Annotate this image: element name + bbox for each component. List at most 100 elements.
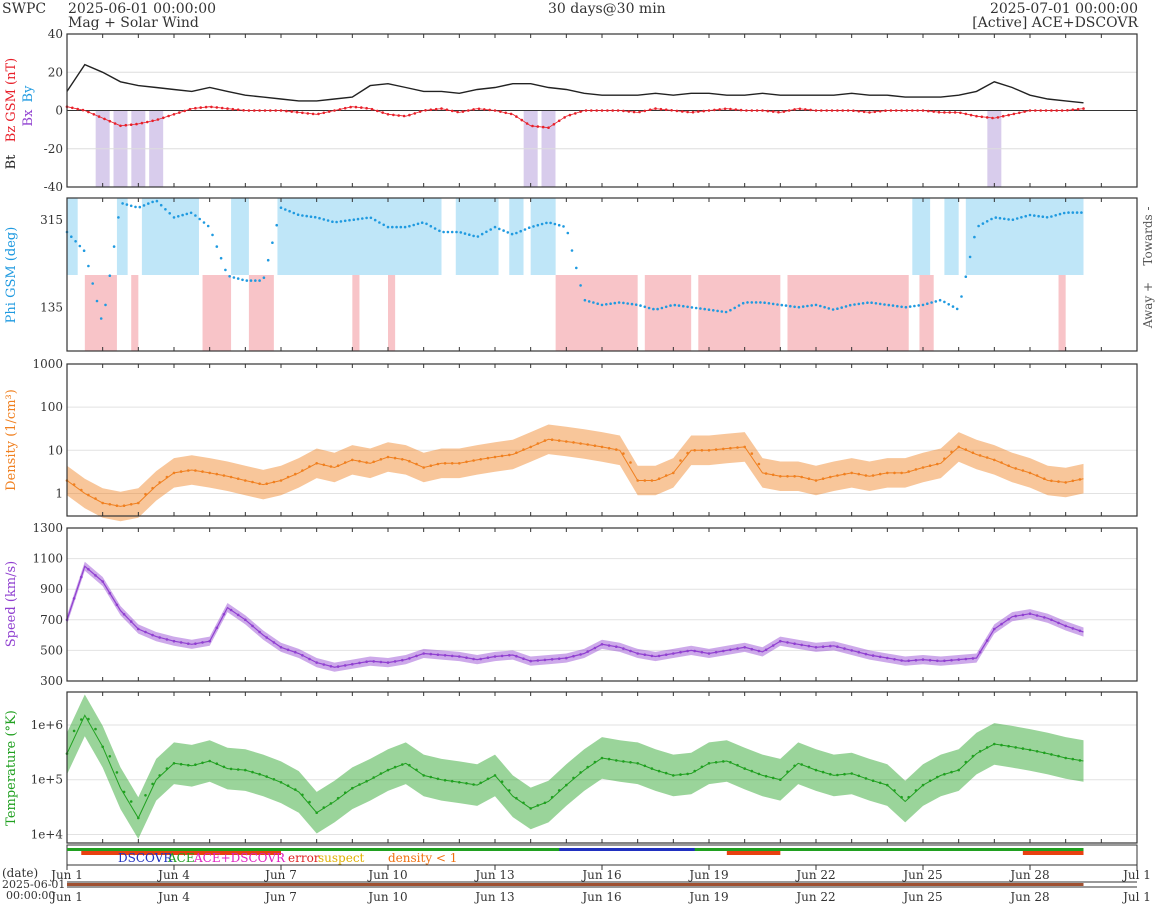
speed-point: [343, 664, 347, 667]
away-sector-shading: [352, 275, 360, 351]
density-point: [522, 448, 525, 451]
density-point: [108, 503, 112, 506]
density-point: [964, 448, 968, 451]
temperature-point: [750, 769, 754, 773]
phi-point: [1033, 214, 1036, 217]
phi-point: [138, 205, 142, 209]
x-tick-label-bottom: Jun 10: [366, 890, 407, 904]
temperature-point: [657, 769, 661, 773]
phi-point: [609, 302, 612, 306]
phi-point: [823, 305, 826, 309]
temperature-point: [137, 816, 140, 820]
density-point: [129, 503, 133, 506]
phi-point: [112, 245, 116, 248]
temperature-point: [771, 776, 775, 780]
density-point: [993, 458, 996, 462]
phi-point: [335, 220, 338, 224]
time-start-label: 00:00:00: [6, 889, 55, 902]
away-sector-shading: [248, 275, 274, 351]
phi-point: [348, 218, 351, 222]
phi-point: [930, 301, 933, 304]
away-sector-shading: [919, 275, 934, 351]
x-tick-label: Jun 25: [901, 868, 942, 882]
density-point: [971, 451, 975, 455]
phi-point: [1011, 218, 1015, 221]
phi-point: [973, 235, 976, 239]
phi-point: [652, 307, 655, 311]
x-tick-label-bottom: Jun 28: [1008, 890, 1049, 904]
phi-point: [70, 235, 73, 238]
temperature-point: [786, 770, 789, 773]
phi-point: [147, 202, 150, 205]
phi-point: [198, 217, 201, 221]
phi-point: [459, 231, 463, 234]
density-low-bar: [81, 851, 282, 855]
speed-point: [286, 648, 290, 652]
end-time: 2025-07-01 00:00:00: [989, 1, 1138, 17]
x-tick-label: Jun 7: [263, 868, 297, 882]
temperature-point: [408, 763, 411, 767]
phi-point: [767, 302, 771, 305]
density-point: [179, 470, 183, 473]
phi-point: [502, 229, 505, 232]
temperature-point: [1057, 754, 1060, 758]
speed-point: [372, 660, 376, 663]
speed-point: [515, 654, 518, 658]
temperature-point: [700, 765, 704, 769]
speed-point: [971, 657, 975, 660]
phi-point: [309, 215, 313, 218]
phi-point: [784, 304, 788, 307]
density-point: [807, 477, 811, 481]
temperature-point: [1078, 759, 1082, 762]
temperature-point: [436, 777, 440, 781]
phi-point: [382, 223, 386, 227]
phi-point: [1024, 214, 1027, 218]
density-point: [722, 447, 725, 451]
phi-point: [151, 200, 154, 204]
density-point: [593, 444, 597, 448]
phi-point: [1041, 215, 1045, 218]
speed-point: [458, 655, 461, 658]
temperature-point: [415, 768, 418, 772]
density-point: [736, 446, 739, 449]
phi-point: [519, 229, 522, 233]
phi-point: [964, 275, 968, 279]
density-point: [151, 486, 154, 490]
phi-point: [463, 232, 467, 235]
temperature-point: [244, 768, 247, 772]
temperature-point: [579, 771, 582, 774]
speed-point: [557, 657, 561, 660]
density-point: [500, 454, 504, 458]
temperature-point: [736, 763, 739, 767]
temperature-point: [522, 801, 525, 805]
phi-point: [754, 301, 758, 304]
phi-point: [720, 310, 724, 313]
temperature-point: [165, 767, 169, 770]
temperature-point: [500, 780, 504, 783]
phi-point: [339, 220, 343, 223]
temperature-point: [236, 768, 240, 771]
phi-point: [921, 303, 925, 307]
temperature-point: [315, 811, 319, 814]
phi-point: [878, 302, 882, 306]
temperature-point: [636, 762, 639, 765]
temperature-point: [950, 770, 953, 774]
speed-point: [1078, 629, 1082, 633]
speed-point: [1000, 622, 1003, 626]
density-point: [486, 456, 490, 460]
temperature-point: [900, 795, 903, 799]
phi-point: [369, 216, 373, 220]
phi-point: [202, 221, 206, 224]
y-tick-label: 1000: [32, 357, 63, 371]
density-point: [336, 464, 340, 468]
towards-sector-shading: [231, 198, 249, 275]
date-coverage-bar: [67, 883, 1084, 886]
phi-point: [438, 229, 441, 233]
density-point: [101, 501, 104, 505]
speed-point: [793, 642, 796, 645]
phi-point: [793, 305, 796, 309]
density-point: [429, 464, 433, 468]
phi-point: [960, 295, 963, 298]
density-point: [122, 504, 126, 508]
phi-point: [566, 231, 570, 235]
